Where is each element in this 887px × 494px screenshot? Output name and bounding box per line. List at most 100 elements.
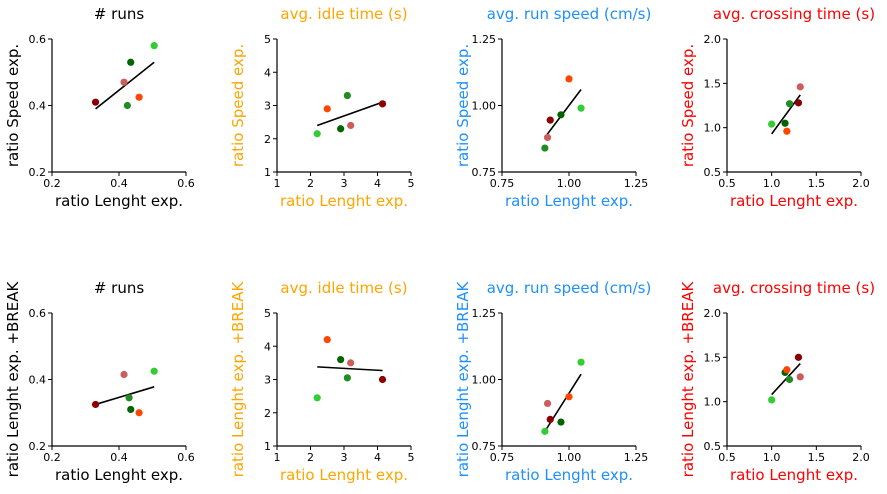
data-point xyxy=(794,353,803,361)
x-axis-label: ratio Lenght exp. xyxy=(55,192,183,210)
x-tick-label: 5 xyxy=(408,177,415,190)
data-point xyxy=(120,370,128,379)
x-tick-label: 0.75 xyxy=(490,451,515,464)
x-tick-label: 2.0 xyxy=(852,451,870,464)
data-point xyxy=(543,133,552,142)
data-point xyxy=(541,427,549,435)
x-axis-label: ratio Lenght exp. xyxy=(55,466,183,484)
x-tick-label: 1.00 xyxy=(557,451,582,464)
y-tick-label: 5 xyxy=(264,33,271,46)
y-tick-label: 1.0 xyxy=(704,122,722,135)
data-point xyxy=(135,93,143,101)
y-tick-label: 1.00 xyxy=(472,374,497,387)
y-tick-label: 2 xyxy=(264,407,271,420)
y-tick-label: 0.2 xyxy=(29,440,47,453)
y-tick-label: 1 xyxy=(264,166,271,179)
data-point xyxy=(557,418,565,426)
y-tick-label: 3 xyxy=(264,374,271,387)
x-tick-label: 1 xyxy=(274,451,281,464)
regression-line xyxy=(317,366,383,372)
x-tick-label: 0.2 xyxy=(43,177,61,190)
x-tick-label: 0.5 xyxy=(718,177,736,190)
x-axis-label: ratio Lenght exp. xyxy=(505,192,633,210)
data-point xyxy=(565,393,573,401)
x-tick-label: 2 xyxy=(307,177,314,190)
x-axis-label: ratio Lenght exp. xyxy=(280,192,408,210)
data-point xyxy=(337,125,345,133)
data-point xyxy=(546,116,554,124)
x-tick-label: 5 xyxy=(408,451,415,464)
data-point xyxy=(541,144,549,152)
y-tick-label: 0.75 xyxy=(472,166,497,179)
x-axis-label: ratio Lenght exp. xyxy=(730,192,858,210)
y-axis-label: ratio Lenght exp. +BREAK xyxy=(454,281,472,478)
y-axis-label: ratio Lenght exp. +BREAK xyxy=(229,281,247,478)
x-tick-label: 0.6 xyxy=(177,451,195,464)
data-point xyxy=(378,375,387,384)
subplot-4: 0.5 1.0 1.5 2.0 0.5 1.0 1.5 2.0 avg. crossing ti… xyxy=(679,5,875,210)
subplot-3: 0.75 1.00 1.25 0.75 1.00 1.25 avg. run speed (… xyxy=(454,5,651,210)
data-point xyxy=(347,359,355,367)
regression-line xyxy=(95,386,155,406)
y-tick-label: 1.25 xyxy=(472,307,497,320)
x-tick-label: 3 xyxy=(341,451,348,464)
data-point xyxy=(796,83,804,91)
data-point xyxy=(577,104,585,112)
y-axis-label: ratio Speed exp. xyxy=(4,44,22,167)
data-point xyxy=(794,99,803,107)
x-tick-label: 3 xyxy=(341,177,348,190)
y-tick-label: 1.0 xyxy=(704,396,722,409)
data-point xyxy=(768,396,776,404)
data-point xyxy=(150,367,158,375)
y-axis-label: ratio Lenght exp. +BREAK xyxy=(4,281,22,478)
x-tick-label: 1.0 xyxy=(763,451,781,464)
x-axis-label: ratio Lenght exp. xyxy=(280,466,408,484)
x-tick-label: 1.25 xyxy=(624,177,649,190)
x-axis-label: ratio Lenght exp. xyxy=(505,466,633,484)
regression-line xyxy=(771,362,801,396)
data-point xyxy=(378,100,387,108)
x-tick-label: 0.75 xyxy=(490,177,515,190)
y-tick-label: 2.0 xyxy=(704,307,722,320)
x-tick-label: 1.0 xyxy=(763,177,781,190)
data-point xyxy=(343,374,351,382)
y-tick-label: 4 xyxy=(264,340,271,353)
data-point xyxy=(323,105,331,113)
x-tick-label: 0.4 xyxy=(110,177,128,190)
x-tick-label: 0.6 xyxy=(177,177,195,190)
y-tick-label: 0.75 xyxy=(472,440,497,453)
y-tick-label: 1.5 xyxy=(704,77,722,90)
y-tick-label: 0.4 xyxy=(29,100,47,113)
x-tick-label: 2 xyxy=(307,451,314,464)
subplot-8: 0.5 1.0 1.5 2.0 0.5 1.0 1.5 2.0 avg. crossing ti… xyxy=(679,279,875,484)
data-point xyxy=(796,373,804,381)
y-tick-label: 1.00 xyxy=(472,100,497,113)
x-tick-label: 1.5 xyxy=(808,177,826,190)
y-tick-label: 0.2 xyxy=(29,166,47,179)
y-tick-label: 1 xyxy=(264,440,271,453)
data-point xyxy=(125,394,133,402)
data-point xyxy=(557,111,565,119)
data-point xyxy=(127,58,135,66)
y-axis-label: ratio Lenght exp. +BREAK xyxy=(679,281,697,478)
data-point xyxy=(783,127,791,135)
x-tick-label: 0.5 xyxy=(718,451,736,464)
x-tick-label: 1.00 xyxy=(557,177,582,190)
data-point xyxy=(135,409,143,417)
x-tick-label: 4 xyxy=(374,451,381,464)
subplot-5: 0.2 0.4 0.6 0.2 0.4 0.6 # runs ratio Lenght exp… xyxy=(4,279,195,484)
x-tick-label: 4 xyxy=(374,177,381,190)
x-tick-label: 1.25 xyxy=(624,451,649,464)
y-axis-label: ratio Speed exp. xyxy=(679,44,697,167)
x-axis-label: ratio Lenght exp. xyxy=(730,466,858,484)
y-tick-label: 3 xyxy=(264,100,271,113)
y-tick-label: 1.5 xyxy=(704,351,722,364)
data-point xyxy=(120,78,128,86)
subplot-title: avg. crossing time (s) xyxy=(713,5,875,23)
subplot-title: avg. idle time (s) xyxy=(280,279,407,297)
subplot-title: avg. run speed (cm/s) xyxy=(487,279,652,297)
data-point xyxy=(577,358,585,366)
regression-line xyxy=(316,101,383,127)
subplot-7: 0.75 1.00 1.25 0.75 1.00 1.25 avg. run speed (… xyxy=(454,279,651,484)
